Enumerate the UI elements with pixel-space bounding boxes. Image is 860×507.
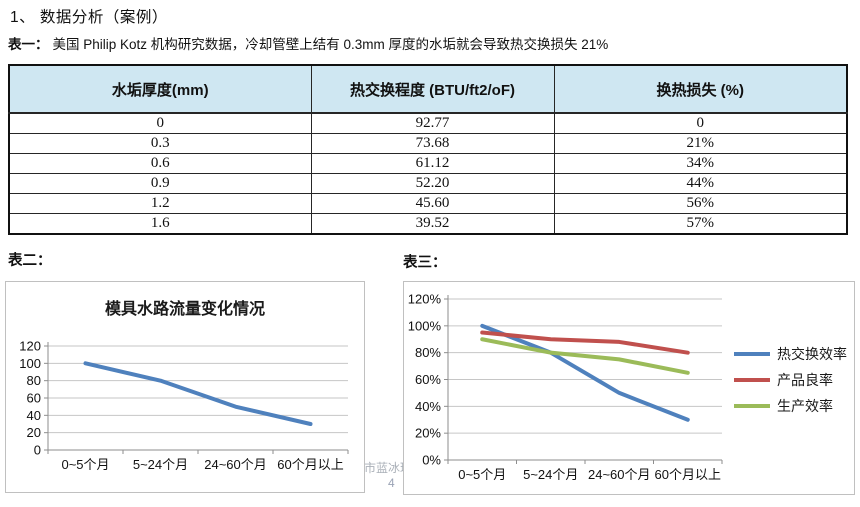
- table-cell: 0: [553, 112, 848, 134]
- scale-table-body: 0 92.77 0 0.3 73.68 21% 0.6 61.12 34% 0.9 52.20 44%…: [8, 112, 848, 235]
- legend-label: 热交换效率: [777, 346, 847, 362]
- table-cell: 0: [8, 112, 312, 134]
- table-row: 0.9 52.20 44%: [8, 173, 848, 194]
- y-tick-label: 20: [27, 425, 41, 440]
- y-tick-label: 60: [27, 391, 41, 406]
- x-category-label: 60个月以上: [277, 457, 343, 472]
- y-tick-label: 100%: [408, 318, 442, 333]
- flow-line-chart: 0 20 40 60 80 100 120 0~5个月 5~24个月 24~60个月 60个月以上: [19, 339, 349, 472]
- x-category-label: 24~60个月: [204, 457, 267, 472]
- x-category-label: 0~5个月: [61, 457, 109, 472]
- table-cell: 73.68: [310, 133, 555, 154]
- table1-label: 表一：: [8, 37, 49, 52]
- table-row: 1.2 45.60 56%: [8, 193, 848, 214]
- watermark-text: 市蓝冰环: [364, 461, 413, 475]
- legend-label: 生产效率: [777, 398, 833, 414]
- table-cell: 44%: [553, 173, 848, 194]
- y-tick-label: 40%: [415, 399, 441, 414]
- column-header-heat-exchange: 热交换程度 (BTU/ft2/oF): [310, 64, 555, 114]
- table-cell: 34%: [553, 153, 848, 174]
- table-cell: 0.6: [8, 153, 312, 174]
- table-cell: 52.20: [310, 173, 555, 194]
- table-cell: 0.9: [8, 173, 312, 194]
- x-category-label: 60个月以上: [655, 467, 721, 482]
- table-cell: 57%: [553, 213, 848, 235]
- table-cell: 45.60: [310, 193, 555, 214]
- flow-chart-panel: 模具水路流量变化情况 0 20 40 60 80 100 120 0~5个月 5~24个月 24~…: [5, 281, 365, 493]
- table2-label: 表二：: [8, 253, 52, 269]
- table-cell: 61.12: [310, 153, 555, 174]
- y-tick-label: 20%: [415, 426, 441, 441]
- table1-caption: 表一： 美国 Philip Kotz 机构研究数据，冷却管壁上结有 0.3mm 厚…: [8, 33, 608, 53]
- table-cell: 1.2: [8, 193, 312, 214]
- table-row: 1.6 39.52 57%: [8, 213, 848, 235]
- legend-label: 产品良率: [777, 372, 833, 388]
- efficiency-line-chart: 0% 20% 40% 60% 80% 100% 120% 0~5个月 5~24个月 24~60个月…: [408, 292, 847, 483]
- table-row: 0 92.77 0: [8, 112, 848, 134]
- watermark: 市蓝冰环 4: [364, 461, 412, 491]
- y-tick-label: 120: [19, 339, 41, 354]
- efficiency-chart-panel: 0% 20% 40% 60% 80% 100% 120% 0~5个月 5~24个月 24~60个月…: [403, 281, 855, 495]
- table-cell: 21%: [553, 133, 848, 154]
- x-category-label: 5~24个月: [523, 467, 578, 482]
- y-tick-label: 80%: [415, 345, 441, 360]
- table-row: 0.3 73.68 21%: [8, 133, 848, 154]
- table-row: 0.6 61.12 34%: [8, 153, 848, 174]
- series-line-生产效率: [480, 337, 690, 375]
- column-header-thickness: 水垢厚度(mm): [8, 64, 312, 114]
- table-cell: 0.3: [8, 133, 312, 154]
- y-tick-label: 80: [27, 373, 41, 388]
- series-line-模具水路流量: [83, 361, 313, 426]
- table-cell: 39.52: [310, 213, 555, 235]
- x-category-label: 24~60个月: [588, 467, 651, 482]
- x-category-label: 0~5个月: [458, 467, 506, 482]
- scale-data-table: 水垢厚度(mm) 热交换程度 (BTU/ft2/oF) 换热损失 (%) 0 92…: [8, 64, 848, 235]
- x-category-label: 5~24个月: [133, 457, 188, 472]
- y-tick-label: 60%: [415, 372, 441, 387]
- series-line-产品良率: [480, 330, 690, 355]
- y-tick-label: 100: [19, 356, 41, 371]
- table3-label: 表三：: [403, 255, 447, 271]
- page-title: 1、 数据分析（案例）: [10, 9, 168, 26]
- y-tick-label: 0%: [422, 453, 441, 468]
- column-header-heat-loss: 换热损失 (%): [553, 64, 848, 114]
- table-cell: 56%: [553, 193, 848, 214]
- page-number: 4: [388, 476, 395, 490]
- series-line-热交换效率: [480, 323, 690, 422]
- table-header-row: 水垢厚度(mm) 热交换程度 (BTU/ft2/oF) 换热损失 (%): [8, 64, 848, 114]
- table-cell: 1.6: [8, 213, 312, 235]
- y-tick-label: 40: [27, 408, 41, 423]
- table-cell: 92.77: [310, 112, 555, 134]
- flow-chart-title: 模具水路流量变化情况: [104, 301, 265, 318]
- y-tick-label: 120%: [408, 292, 442, 307]
- y-tick-label: 0: [34, 443, 41, 458]
- table1-caption-text: 美国 Philip Kotz 机构研究数据，冷却管壁上结有 0.3mm 厚度的水…: [52, 37, 609, 52]
